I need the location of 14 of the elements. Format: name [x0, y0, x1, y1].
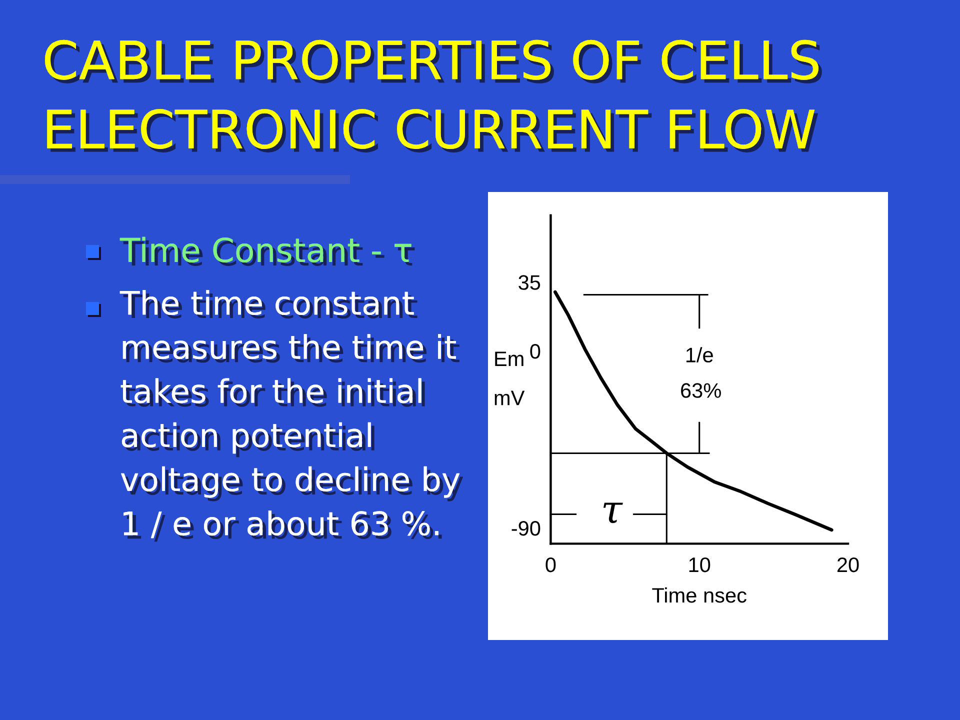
annotation: 63%: [681, 383, 721, 398]
x-tick-label: 10: [689, 557, 710, 572]
x-axis-title: Time nsec: [652, 587, 746, 603]
y-tick-label: 0: [530, 344, 540, 359]
x-tick-label: 20: [837, 557, 859, 572]
annotation: 1/e: [686, 347, 713, 362]
y-tick-label: 35: [518, 275, 540, 290]
y-tick-label: -90: [512, 520, 540, 536]
x-tick-label: 0: [546, 557, 556, 572]
text: The time constant measures the time it takes for the initial action potential voltage to decline by 1 / e or about 63 %.: [120, 290, 464, 542]
chart-title: CABLE PROPERTIES OF CELLS ELECTRONIC CURRENT FLOW: [44, 40, 822, 152]
y-axis-title: Em mV: [494, 352, 525, 406]
annotation: τ: [603, 502, 623, 524]
text: Time Constant - τ: [120, 236, 415, 266]
